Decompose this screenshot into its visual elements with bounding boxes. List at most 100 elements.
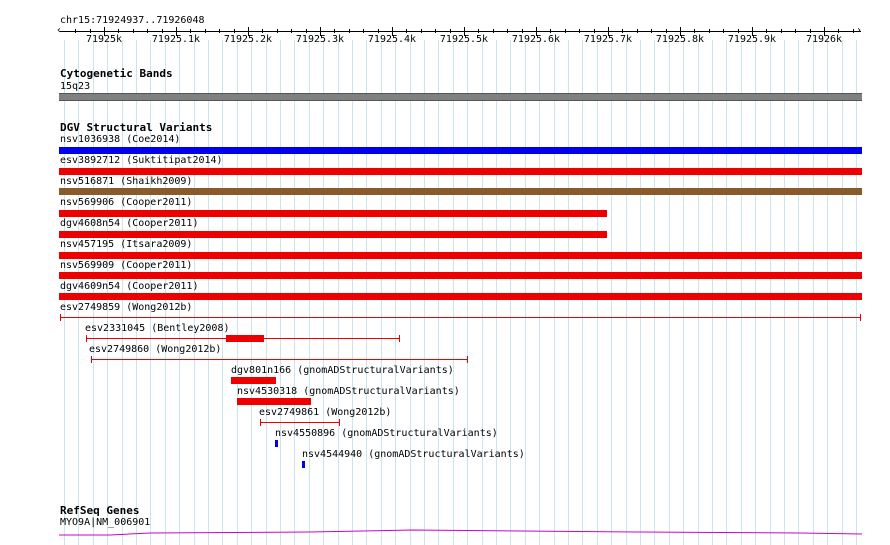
- variant-label: nsv569909 (Cooper2011): [60, 260, 193, 271]
- ruler-minor-tick: [176, 29, 177, 33]
- ruler-label: 71926k: [805, 34, 843, 45]
- ruler-minor-tick: [291, 29, 292, 33]
- position-label: chr15:71924937..71926048: [60, 15, 205, 26]
- ruler-minor-tick: [334, 29, 335, 33]
- variant-bar[interactable]: [59, 293, 862, 300]
- ruler-minor-tick: [262, 29, 263, 33]
- ruler-minor-tick: [104, 29, 105, 33]
- ruler-minor-tick: [133, 29, 134, 33]
- variant-bar[interactable]: [237, 398, 311, 405]
- variant-bar[interactable]: [59, 147, 862, 154]
- variant-label: esv3892712 (Suktitipat2014): [60, 155, 223, 166]
- ruler-minor-tick: [219, 29, 220, 33]
- ruler-minor-tick: [810, 29, 811, 33]
- variant-label: dgv4608n54 (Cooper2011): [60, 218, 199, 229]
- variant-label: esv2331045 (Bentley2008): [85, 323, 230, 334]
- ruler-minor-tick: [637, 29, 638, 33]
- ruler-minor-tick: [838, 29, 839, 33]
- ruler-minor-tick: [723, 29, 724, 33]
- ruler-minor-tick: [190, 29, 191, 33]
- variant-bar[interactable]: [59, 210, 607, 217]
- ruler-minor-tick: [536, 29, 537, 33]
- ruler-minor-tick: [766, 29, 767, 33]
- cytoband-bar[interactable]: [59, 93, 862, 101]
- variant-label: nsv569906 (Cooper2011): [60, 197, 193, 208]
- ruler-minor-tick: [378, 29, 379, 33]
- ruler-label: 71925.5k: [439, 34, 489, 45]
- ruler-minor-tick: [363, 29, 364, 33]
- ruler-minor-tick: [147, 29, 148, 33]
- ruler-label: 71925.6k: [511, 34, 561, 45]
- variant-label: nsv4550896 (gnomADStructuralVariants): [275, 428, 498, 439]
- ruler-minor-tick: [666, 29, 667, 33]
- variant-label: esv2749859 (Wong2012b): [60, 302, 193, 313]
- variant-label: nsv1036938 (Coe2014): [60, 134, 181, 145]
- variant-bar[interactable]: [59, 231, 607, 238]
- variant-bar[interactable]: [302, 461, 305, 468]
- ruler-minor-tick: [709, 29, 710, 33]
- gene-label: MYO9A|NM_006901: [60, 517, 151, 528]
- ruler-label: 71925k: [85, 34, 123, 45]
- ruler-minor-tick: [608, 29, 609, 33]
- variant-bar[interactable]: [59, 168, 862, 175]
- variant-label: esv2749861 (Wong2012b): [259, 407, 392, 418]
- ruler-minor-tick: [406, 29, 407, 33]
- variant-label: nsv457195 (Itsara2009): [60, 239, 193, 250]
- variant-bar[interactable]: [59, 252, 862, 259]
- ruler-minor-tick: [795, 29, 796, 33]
- ruler-label: 71925.4k: [367, 34, 417, 45]
- ruler-minor-tick: [694, 29, 695, 33]
- variant-bar[interactable]: [59, 272, 862, 279]
- ruler-minor-tick: [853, 29, 854, 33]
- dgv-track-title: DGV Structural Variants: [60, 121, 213, 134]
- ruler-minor-tick: [752, 29, 753, 33]
- ruler-minor-tick: [651, 29, 652, 33]
- ruler-minor-tick: [550, 29, 551, 33]
- variant-label: nsv516871 (Shaikh2009): [60, 176, 193, 187]
- variant-bar[interactable]: [275, 440, 278, 447]
- ruler-label: 71925.9k: [727, 34, 777, 45]
- ruler-minor-tick: [90, 29, 91, 33]
- ruler-minor-tick: [824, 29, 825, 33]
- ruler-label: 71925.3k: [295, 34, 345, 45]
- variant-label: nsv4530318 (gnomADStructuralVariants): [237, 386, 460, 397]
- gene-line[interactable]: [0, 525, 890, 545]
- cytoband-label: 15q23: [60, 81, 91, 92]
- refseq-track-title: RefSeq Genes: [60, 504, 140, 517]
- ruler-minor-tick: [118, 29, 119, 33]
- ruler-minor-tick: [277, 29, 278, 33]
- ruler-minor-tick: [622, 29, 623, 33]
- ruler-minor-tick: [680, 29, 681, 33]
- ruler-right-arrow: ›: [856, 25, 863, 36]
- variant-bar[interactable]: [59, 188, 862, 195]
- ruler-minor-tick: [450, 29, 451, 33]
- ruler-minor-tick: [565, 29, 566, 33]
- ruler-label: 71925.2k: [223, 34, 273, 45]
- ruler-minor-tick: [234, 29, 235, 33]
- ruler-minor-tick: [464, 29, 465, 33]
- ruler-minor-tick: [392, 29, 393, 33]
- variant-bar[interactable]: [231, 377, 276, 384]
- ruler-label: 71925.8k: [655, 34, 705, 45]
- variant-label: esv2749860 (Wong2012b): [89, 344, 222, 355]
- ruler-minor-tick: [579, 29, 580, 33]
- ruler-minor-tick: [738, 29, 739, 33]
- ruler-minor-tick: [594, 29, 595, 33]
- ruler-minor-tick: [205, 29, 206, 33]
- ruler-label: 71925.1k: [151, 34, 201, 45]
- ruler-label: 71925.7k: [583, 34, 633, 45]
- ruler-left-arrow: ‹: [56, 26, 62, 36]
- ruler-minor-tick: [162, 29, 163, 33]
- ruler-minor-tick: [507, 29, 508, 33]
- ruler-line: [60, 31, 861, 32]
- ruler-minor-tick: [493, 29, 494, 33]
- ruler-minor-tick: [349, 29, 350, 33]
- ruler-minor-tick: [522, 29, 523, 33]
- ruler-minor-tick: [781, 29, 782, 33]
- ruler-minor-tick: [248, 29, 249, 33]
- ruler-minor-tick: [478, 29, 479, 33]
- variant-label: dgv801n166 (gnomADStructuralVariants): [231, 365, 454, 376]
- ruler-minor-tick: [320, 29, 321, 33]
- ruler-minor-tick: [435, 29, 436, 33]
- ruler-minor-tick: [306, 29, 307, 33]
